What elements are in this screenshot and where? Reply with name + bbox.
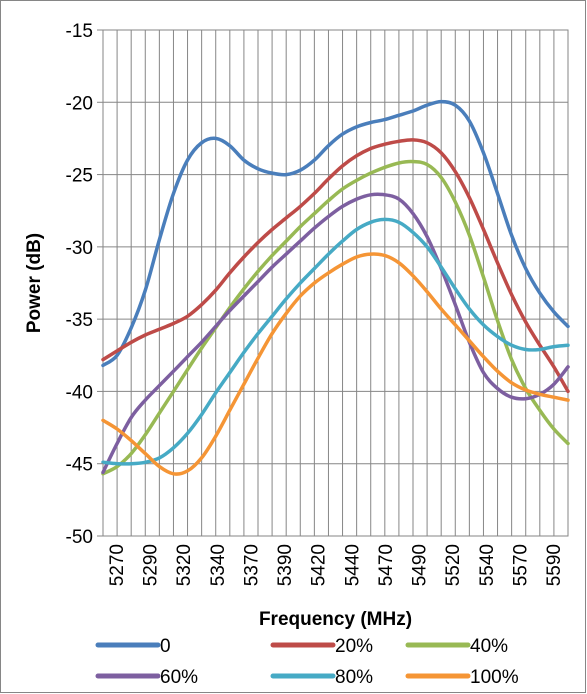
x-tick-label: 5490 — [410, 544, 431, 586]
legend-label: 80% — [335, 667, 373, 688]
x-tick-label: 5290 — [141, 544, 162, 586]
y-tick-label: -30 — [66, 238, 93, 259]
legend-label: 40% — [470, 636, 508, 657]
y-axis-title: Power (dB) — [24, 233, 45, 333]
series-line-60pct — [101, 192, 570, 475]
legend: 0 20% 40% 60% 80% 100% — [95, 636, 519, 688]
y-tick-label: -45 — [66, 455, 93, 476]
x-tick-label: 5540 — [477, 544, 498, 586]
x-tick-label: 5420 — [309, 544, 330, 586]
y-axis-ticks: -50 -45 -40 -35 -30 -25 -20 -15 — [66, 21, 103, 548]
y-tick-label: -15 — [66, 21, 93, 42]
x-tick-label: 5390 — [275, 544, 296, 586]
x-tick-label: 5270 — [107, 544, 128, 586]
series-lines — [101, 99, 570, 476]
y-tick-label: -20 — [66, 93, 93, 114]
x-tick-label: 5520 — [443, 544, 464, 586]
y-tick-label: -25 — [66, 166, 93, 187]
x-axis-title: Frequency (MHz) — [259, 609, 412, 630]
x-tick-label: 5320 — [174, 544, 195, 586]
x-axis-ticks: 5270 5290 5320 5340 5370 5390 5420 5440 5470 5490… — [107, 544, 565, 586]
series-line-40pct — [101, 159, 570, 476]
legend-label: 100% — [470, 667, 519, 688]
series-line-20pct — [101, 138, 570, 394]
legend-label: 0 — [160, 636, 171, 657]
legend-label: 20% — [335, 636, 373, 657]
series-line-100pct — [101, 252, 570, 476]
x-tick-label: 5470 — [376, 544, 397, 586]
x-tick-label: 5570 — [510, 544, 531, 586]
y-tick-label: -40 — [66, 382, 93, 403]
x-tick-label: 5440 — [342, 544, 363, 586]
series-line-80pct — [101, 217, 570, 466]
y-tick-label: -35 — [66, 310, 93, 331]
legend-label: 60% — [160, 667, 198, 688]
plot-area-frame — [102, 29, 569, 537]
x-tick-label: 5340 — [208, 544, 229, 586]
x-tick-label: 5590 — [544, 544, 565, 586]
series-line-0 — [101, 99, 570, 368]
y-tick-label: -50 — [66, 527, 93, 548]
x-tick-label: 5370 — [241, 544, 262, 586]
